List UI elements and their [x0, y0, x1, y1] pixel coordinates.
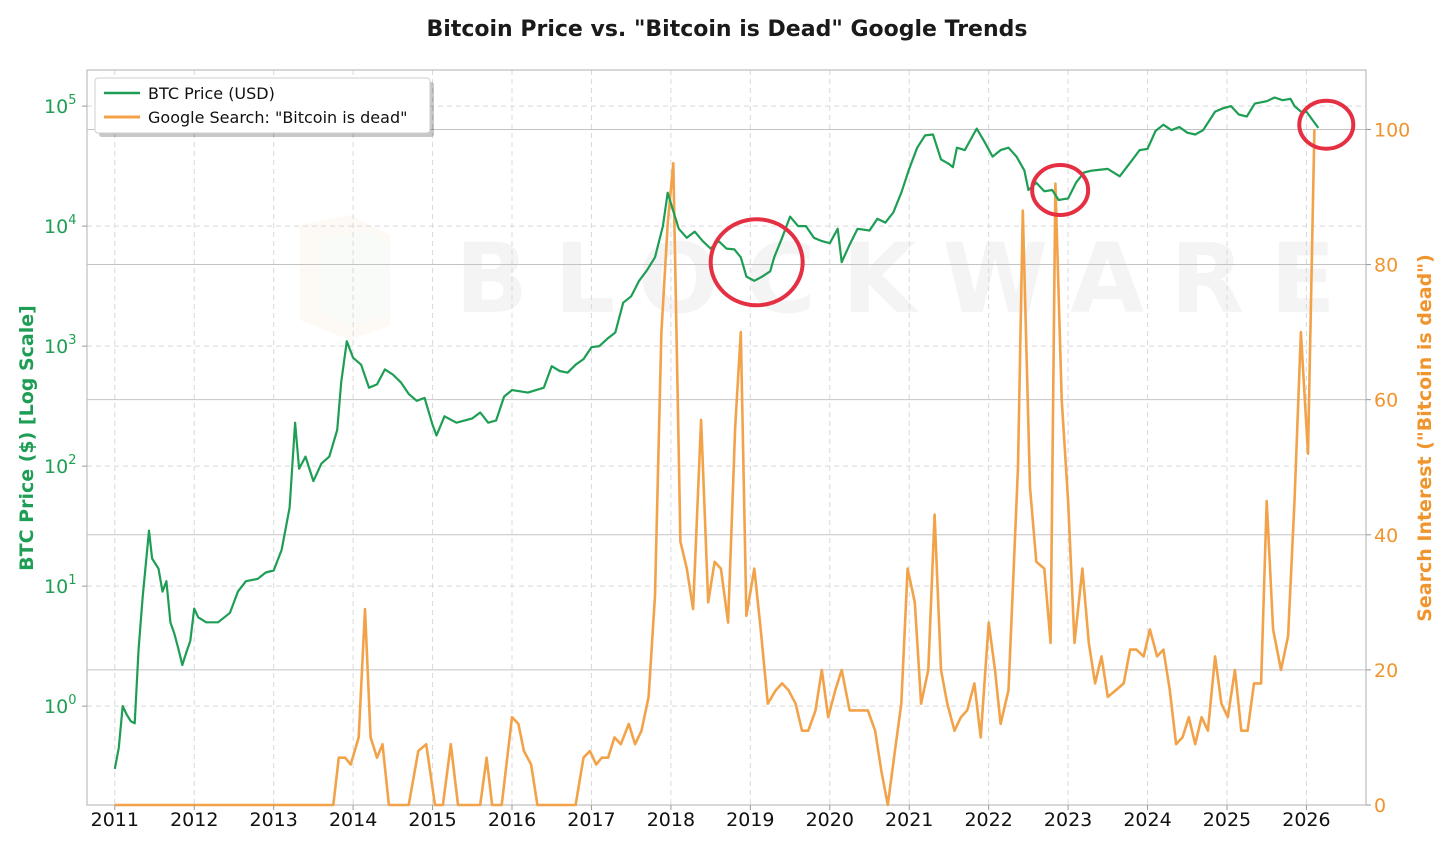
tick-label-x: 2013	[250, 809, 298, 831]
watermark-text: BLOCKWARE	[455, 223, 1362, 335]
tick-label-left: 102	[44, 453, 76, 478]
tick-label-right: 80	[1374, 255, 1398, 277]
legend-label-price: BTC Price (USD)	[148, 84, 275, 103]
btc-price-line	[113, 96, 1320, 770]
tick-label-x: 2020	[806, 809, 854, 831]
annotations	[708, 98, 1356, 308]
tick-label-right: 100	[1374, 119, 1410, 141]
legend-label-search: Google Search: "Bitcoin is dead"	[148, 108, 407, 127]
tick-label-left: 103	[44, 333, 76, 358]
tick-label-x: 2011	[91, 809, 139, 831]
tick-label-x: 2014	[329, 809, 377, 831]
annotation-circle	[1297, 98, 1356, 151]
tick-label-left: 104	[44, 213, 76, 238]
tick-label-x: 2012	[170, 809, 218, 831]
grid	[87, 70, 1366, 805]
tick-label-right: 20	[1374, 660, 1398, 682]
legend: BTC Price (USD) Google Search: "Bitcoin …	[94, 77, 434, 137]
plot-frame	[86, 69, 1367, 806]
tick-label-right: 40	[1374, 525, 1398, 547]
tick-label-x: 2026	[1282, 809, 1330, 831]
watermark-logo-icon	[300, 215, 390, 340]
annotation-circle	[708, 217, 805, 308]
tick-label-right: 60	[1374, 390, 1398, 412]
tick-label-x: 2022	[964, 809, 1012, 831]
left-axis-ticks: 100 101 102 103 104 105	[44, 93, 87, 718]
watermark: BLOCKWARE	[300, 215, 1362, 340]
tick-label-x: 2023	[1044, 809, 1092, 831]
legend-box	[94, 77, 431, 134]
tick-label-x: 2025	[1203, 809, 1251, 831]
series-group	[113, 96, 1320, 807]
annotation-circle	[1030, 163, 1091, 218]
tick-label-x: 2021	[885, 809, 933, 831]
tick-label-x: 2024	[1123, 809, 1171, 831]
tick-label-x: 2018	[647, 809, 695, 831]
chart-title: Bitcoin Price vs. "Bitcoin is Dead" Goog…	[427, 17, 1028, 42]
tick-label-left: 101	[44, 573, 76, 598]
tick-label-left: 105	[44, 93, 76, 118]
tick-label-x: 2016	[488, 809, 536, 831]
y-axis-right-label: Search Interest ("Bitcoin is dead")	[1414, 254, 1436, 622]
y-axis-left-label: BTC Price ($) [Log Scale]	[16, 305, 38, 571]
tick-label-x: 2015	[408, 809, 456, 831]
tick-label-right: 0	[1374, 795, 1386, 817]
x-axis-ticks: 2011 2012 2013 2014 2015 2016 2017 2018 2019 2020…	[91, 805, 1331, 831]
tick-label-x: 2019	[726, 809, 774, 831]
right-axis-ticks: 0 20 40 60 80 100	[1366, 119, 1410, 817]
search-interest-line	[114, 129, 1316, 807]
tick-label-x: 2017	[567, 809, 615, 831]
tick-label-left: 100	[44, 693, 76, 718]
